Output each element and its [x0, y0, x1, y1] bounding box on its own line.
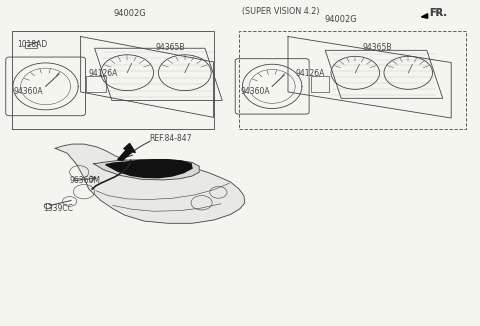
Text: 94360A: 94360A: [241, 87, 271, 96]
Text: REF.84-847: REF.84-847: [149, 134, 192, 143]
Text: 1339CC: 1339CC: [43, 204, 73, 213]
Text: 94365B: 94365B: [156, 43, 185, 52]
Polygon shape: [421, 14, 428, 18]
Text: 96360M: 96360M: [70, 176, 101, 185]
Polygon shape: [94, 160, 199, 180]
Text: 94126A: 94126A: [295, 69, 324, 78]
Text: 94002G: 94002G: [113, 9, 146, 18]
Text: 94360A: 94360A: [13, 87, 43, 96]
Text: 94126A: 94126A: [89, 69, 118, 78]
Text: FR.: FR.: [430, 8, 447, 18]
Bar: [311, 76, 329, 92]
Text: 94002G: 94002G: [324, 15, 357, 24]
Bar: [25, 42, 37, 48]
Bar: [86, 76, 106, 92]
Text: 94365B: 94365B: [362, 43, 392, 52]
Polygon shape: [106, 160, 192, 178]
Text: FR.: FR.: [430, 8, 447, 18]
Polygon shape: [55, 144, 245, 223]
Text: 1018AD: 1018AD: [17, 39, 47, 49]
Text: (SUPER VISION 4.2): (SUPER VISION 4.2): [242, 7, 320, 16]
Polygon shape: [118, 143, 135, 160]
